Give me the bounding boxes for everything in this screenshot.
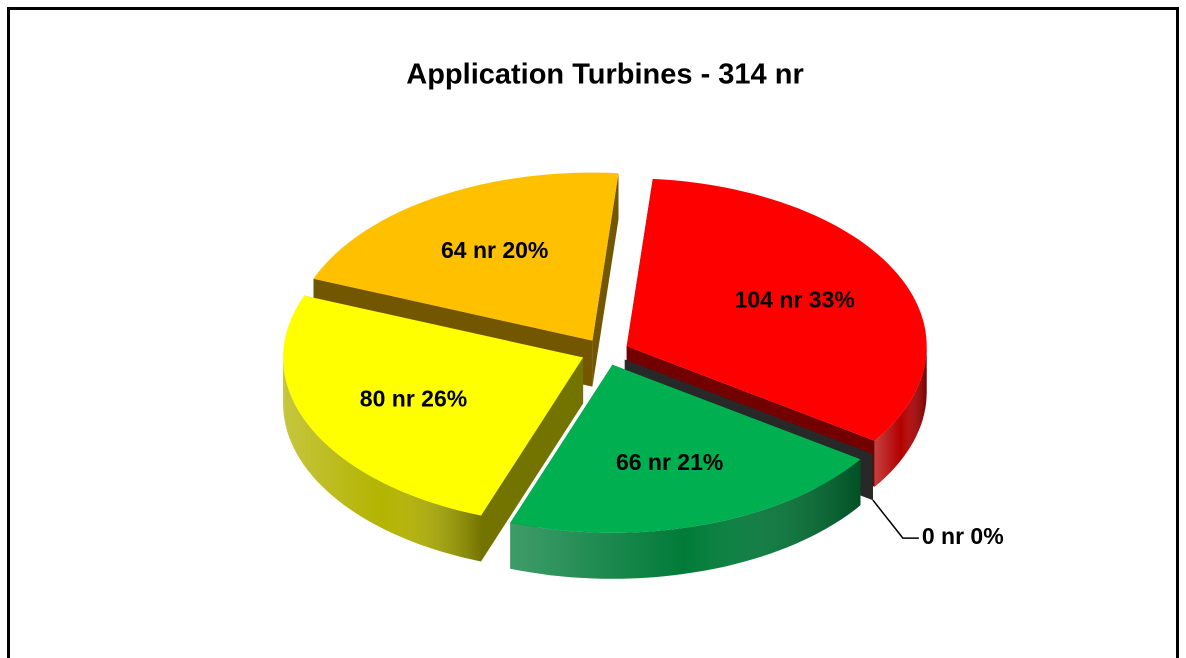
slice-radial-wall xyxy=(592,173,619,387)
data-label: 104 nr 33% xyxy=(735,287,855,313)
slice-wall-shade xyxy=(283,357,481,562)
pie-slice xyxy=(510,364,861,579)
pie-slice xyxy=(283,295,584,562)
slice-wall-shade xyxy=(874,346,927,487)
data-label: 66 nr 21% xyxy=(616,449,723,475)
slice-top xyxy=(313,172,619,341)
slice-radial-wall xyxy=(481,357,584,562)
data-label: 80 nr 26% xyxy=(360,385,467,411)
slice-top xyxy=(283,295,584,516)
leader-line xyxy=(872,499,919,539)
frame xyxy=(7,7,1179,658)
chart-title: Application Turbines - 314 nr xyxy=(406,59,803,91)
slice-top xyxy=(510,364,861,533)
slice-wall-shade xyxy=(510,459,861,579)
data-label: 0 nr 0% xyxy=(922,523,1004,549)
data-label: 64 nr 20% xyxy=(441,237,548,263)
slice-top xyxy=(626,178,927,441)
